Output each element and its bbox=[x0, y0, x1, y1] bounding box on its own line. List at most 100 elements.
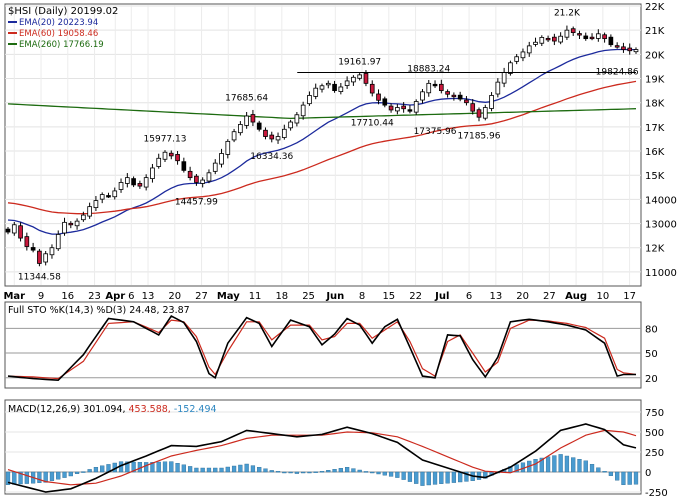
candle-body bbox=[93, 200, 99, 209]
x-tick-label: Mar bbox=[3, 291, 25, 302]
candle-body bbox=[244, 115, 249, 126]
candle-body bbox=[633, 49, 639, 53]
candle-body bbox=[426, 82, 432, 94]
candle-body bbox=[206, 172, 212, 182]
candle-body bbox=[388, 105, 394, 111]
price-annotation: 17710.44 bbox=[351, 119, 394, 129]
legend-ema260: EMA(260) 17766.19 bbox=[19, 40, 104, 50]
candle-body bbox=[508, 62, 513, 74]
candlesticks bbox=[5, 25, 639, 267]
price-y-tick-label: 12K bbox=[645, 244, 665, 255]
price-y-axis: 11000 12K 13000 14000 15K 16K 17K 18K 19K 20K 21K 2… bbox=[645, 2, 677, 279]
candle-body bbox=[294, 114, 300, 124]
x-tick-label: 6 bbox=[466, 291, 472, 302]
macd-histogram-bar bbox=[206, 467, 212, 473]
macd-histogram-bar bbox=[156, 461, 161, 473]
x-tick-label: May bbox=[217, 291, 240, 302]
price-annotations: 11344.58 15977.13 14457.99 17685.64 16334.36… bbox=[18, 8, 639, 282]
candle-body bbox=[533, 41, 538, 45]
x-tick-label: 13 bbox=[489, 291, 502, 302]
candle-body bbox=[432, 83, 438, 87]
candle-body bbox=[608, 36, 614, 46]
macd-histogram-bar bbox=[615, 471, 620, 481]
macd-histogram-bar bbox=[37, 471, 42, 484]
macd-histogram-bar bbox=[313, 471, 318, 473]
macd-histogram-bar bbox=[621, 471, 626, 486]
macd-histogram-bar bbox=[169, 461, 174, 473]
x-tick-label: 18 bbox=[275, 291, 288, 302]
stochastic-title: Full STO %K(14,3) %D(3) 24.48, 23.87 bbox=[8, 305, 190, 316]
macd-histogram-bar bbox=[432, 471, 438, 485]
candle-body bbox=[74, 220, 80, 227]
candle-body bbox=[68, 222, 74, 226]
x-tick-label: 9 bbox=[38, 291, 44, 302]
x-tick-label: 16 bbox=[61, 291, 74, 302]
macd-histogram-bar bbox=[131, 461, 136, 473]
candle-body bbox=[363, 73, 369, 84]
macd-histogram-bar bbox=[395, 471, 400, 478]
macd-y-tick-label: 0 bbox=[645, 468, 651, 479]
price-grid bbox=[5, 5, 641, 285]
macd-histogram-bar bbox=[24, 471, 29, 484]
stochastic-y-tick-label: 20 bbox=[645, 374, 658, 385]
macd-histogram-bar bbox=[608, 471, 614, 476]
macd-line bbox=[7, 423, 637, 493]
macd-histogram-bar bbox=[5, 471, 11, 486]
macd-histogram-bar bbox=[571, 457, 576, 473]
candle-body bbox=[552, 36, 557, 42]
macd-histogram-bar bbox=[263, 468, 268, 473]
macd-histogram-bar bbox=[269, 470, 274, 473]
candle-body bbox=[351, 76, 356, 83]
macd-histogram-bar bbox=[476, 471, 482, 480]
candle-body bbox=[332, 83, 337, 92]
price-annotation: 11344.58 bbox=[18, 273, 61, 283]
candle-body bbox=[281, 128, 287, 138]
candle-body bbox=[212, 162, 218, 172]
candle-body bbox=[263, 129, 268, 137]
candle-body bbox=[369, 83, 375, 94]
price-y-tick-label: 20K bbox=[645, 50, 665, 61]
candle-body bbox=[219, 153, 224, 165]
price-y-tick-label: 18K bbox=[645, 99, 665, 110]
price-y-tick-label: 15K bbox=[645, 171, 665, 182]
candle-body bbox=[49, 247, 55, 256]
candle-body bbox=[137, 183, 143, 187]
macd-histogram-bar bbox=[407, 471, 413, 482]
price-annotation: 21.2K bbox=[554, 8, 581, 18]
macd-histogram-bar bbox=[257, 467, 262, 473]
macd-histogram-bar bbox=[225, 466, 230, 473]
macd-histogram-bar bbox=[370, 471, 375, 474]
x-tick-label: 27 bbox=[543, 291, 556, 302]
macd-title-text: MACD(12,26,9) 301.094, bbox=[8, 404, 129, 415]
stochastic-lines bbox=[7, 314, 637, 382]
candle-body bbox=[395, 107, 400, 112]
x-tick-label: 20 bbox=[516, 291, 529, 302]
macd-histogram-bar bbox=[583, 460, 588, 473]
candle-body bbox=[627, 47, 633, 52]
ema-lines bbox=[7, 48, 637, 235]
stochastic-y-tick-label: 50 bbox=[645, 349, 658, 360]
candle-body bbox=[150, 167, 155, 180]
price-annotation: 16334.36 bbox=[250, 152, 293, 162]
macd-histogram-bar bbox=[420, 471, 425, 486]
macd-y-tick-label: 500 bbox=[645, 428, 664, 439]
macd-histogram-bar bbox=[100, 465, 105, 473]
macd-histogram-bar bbox=[602, 471, 607, 473]
stochastic-k-line bbox=[7, 314, 636, 382]
macd-histogram-bar bbox=[596, 467, 601, 473]
candle-body bbox=[5, 228, 11, 233]
legend-ema60: EMA(60) 19058.46 bbox=[19, 29, 98, 39]
macd-histogram-bar bbox=[514, 464, 519, 473]
candle-body bbox=[55, 234, 61, 250]
macd-histogram-bar bbox=[326, 470, 331, 473]
candle-body bbox=[501, 72, 507, 84]
price-y-tick-label: 17K bbox=[645, 123, 665, 134]
legend-ema20: EMA(20) 20223.94 bbox=[19, 18, 98, 28]
macd-histogram-bar bbox=[539, 457, 544, 473]
candle-body bbox=[564, 29, 570, 38]
x-tick-label: 23 bbox=[88, 291, 101, 302]
macd-histogram-bar bbox=[275, 471, 281, 473]
candle-body bbox=[413, 101, 419, 113]
candle-body bbox=[344, 80, 350, 86]
macd-histogram-bar bbox=[439, 471, 444, 485]
